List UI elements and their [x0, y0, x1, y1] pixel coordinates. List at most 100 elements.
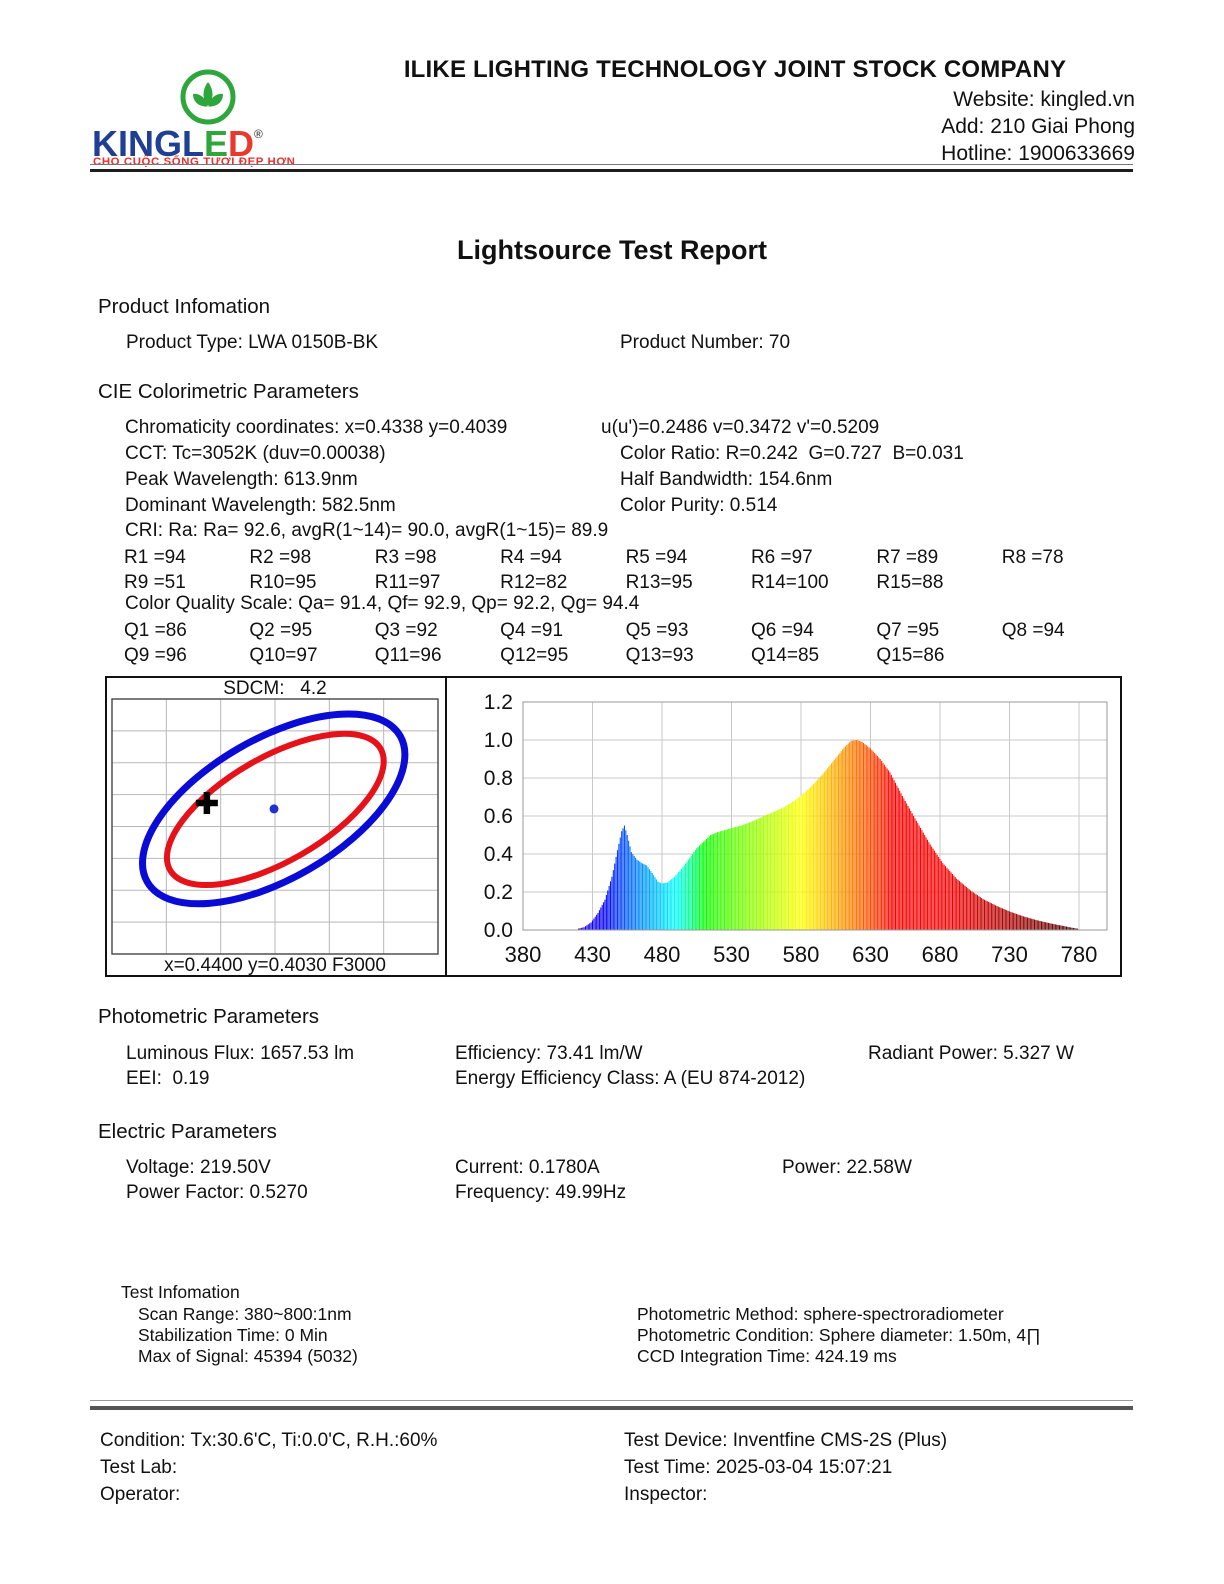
website-line: Website: kingled.vn — [953, 88, 1135, 111]
cri-r-value: R10=95 — [249, 572, 317, 593]
svg-text:680: 680 — [922, 942, 959, 967]
cri-r-value: R12=82 — [500, 572, 568, 593]
svg-text:480: 480 — [644, 942, 681, 967]
cqs-q-value: Q11=96 — [374, 645, 442, 666]
hotline-line: Hotline: 1900633669 — [941, 142, 1135, 165]
voltage-value: Voltage: 219.50V — [126, 1157, 271, 1178]
cqs-q-values-grid: Q1 =86 Q2 =95 Q3 =92 Q4 =91 Q5 =93 Q6 =94 Q7 =… — [124, 618, 1127, 668]
cqs-q-value: Q10=97 — [249, 645, 318, 666]
svg-text:630: 630 — [852, 942, 889, 967]
svg-text:1.2: 1.2 — [484, 691, 513, 714]
cri-r-value: R1 =94 — [124, 547, 186, 568]
scan-range-value: Scan Range: 380~800:1nm — [138, 1304, 352, 1324]
product-number-value: Product Number: 70 — [620, 332, 791, 353]
page-title: Lightsource Test Report — [456, 235, 768, 265]
header-divider — [90, 164, 1133, 172]
registered-trademark-icon: ® — [254, 127, 263, 141]
cqs-q-value: Q3 =92 — [374, 620, 438, 641]
test-lab-label: Test Lab: — [100, 1457, 178, 1478]
svg-text:730: 730 — [991, 942, 1028, 967]
cqs-q-value: Q14=85 — [750, 645, 820, 666]
brand-tagline: CHO CUỘC SỐNG TƯƠI ĐẸP HƠN — [93, 156, 296, 168]
svg-text:780: 780 — [1061, 942, 1098, 967]
sdcm-ellipse-chart: SDCM: 4.2 x=0.4400 y=0.4030 F3000 — [111, 678, 439, 975]
dominant-wavelength-value: Dominant Wavelength: 582.5nm — [125, 495, 396, 516]
cqs-summary-value: Color Quality Scale: Qa= 91.4, Qf= 92.9,… — [125, 593, 640, 614]
test-time-value: Test Time: 2025-03-04 15:07:21 — [624, 1457, 893, 1478]
cri-r-value: R3 =98 — [374, 547, 437, 568]
svg-text:430: 430 — [574, 942, 611, 967]
cqs-q-value: Q2 =95 — [249, 620, 313, 641]
test-device-value: Test Device: Inventfine CMS-2S (Plus) — [624, 1430, 948, 1451]
radiant-power-value: Radiant Power: 5.327 W — [868, 1043, 1074, 1064]
inspector-label: Inspector: — [624, 1484, 708, 1505]
company-name: ILIKE LIGHTING TECHNOLOGY JOINT STOCK CO… — [403, 56, 1067, 83]
svg-text:x=0.4400 y=0.4030 F3000: x=0.4400 y=0.4030 F3000 — [164, 955, 386, 975]
photometric-section-heading: Photometric Parameters — [98, 1005, 320, 1028]
sdcm-chart-panel: SDCM: 4.2 x=0.4400 y=0.4030 F3000 — [107, 678, 447, 975]
peak-wavelength-value: Peak Wavelength: 613.9nm — [125, 469, 358, 490]
brand-part-d: D — [228, 123, 255, 164]
uv-coordinates-value: u(u')=0.2486 v=0.3472 v'=0.5209 — [601, 417, 880, 438]
cri-r-value: R5 =94 — [625, 547, 688, 568]
electric-section-heading: Electric Parameters — [98, 1120, 277, 1143]
cri-r-values-grid: R1 =94 R2 =98 R3 =98 R4 =94 R5 =94 R6 =97 R7 =… — [124, 545, 1127, 595]
svg-text:530: 530 — [713, 942, 750, 967]
cri-summary-value: CRI: Ra: Ra= 92.6, avgR(1~14)= 90.0, avg… — [125, 520, 609, 541]
product-section-heading: Product Infomation — [98, 295, 271, 318]
svg-text:0.4: 0.4 — [484, 843, 514, 866]
frequency-value: Frequency: 49.99Hz — [455, 1182, 627, 1203]
lotus-icon — [180, 69, 236, 125]
power-value: Power: 22.58W — [782, 1157, 912, 1178]
cri-r-value: R14=100 — [750, 572, 829, 593]
svg-text:580: 580 — [783, 942, 820, 967]
svg-text:0.6: 0.6 — [484, 805, 513, 828]
product-type-value: Product Type: LWA 0150B-BK — [126, 332, 379, 353]
cri-r-value: R11=97 — [374, 572, 441, 593]
cqs-q-value: Q15=86 — [876, 645, 945, 666]
power-factor-value: Power Factor: 0.5270 — [126, 1182, 308, 1203]
chromaticity-coordinates-value: Chromaticity coordinates: x=0.4338 y=0.4… — [125, 417, 508, 438]
cie-section-heading: CIE Colorimetric Parameters — [98, 380, 359, 403]
eei-value: EEI: 0.19 — [126, 1068, 210, 1089]
cqs-q-value: Q1 =86 — [124, 620, 187, 641]
half-bandwidth-value: Half Bandwidth: 154.6nm — [620, 469, 833, 490]
cqs-q-value: Q7 =95 — [876, 620, 940, 641]
stabilization-time-value: Stabilization Time: 0 Min — [138, 1325, 328, 1345]
cct-value: CCT: Tc=3052K (duv=0.00038) — [125, 443, 386, 464]
cqs-q-value: Q13=93 — [625, 645, 694, 666]
operator-label: Operator: — [100, 1484, 181, 1505]
svg-text:SDCM: 4.2: SDCM: 4.2 — [223, 678, 326, 699]
cri-r-value: R9 =51 — [124, 572, 186, 593]
energy-efficiency-class-value: Energy Efficiency Class: A (EU 874-2012) — [455, 1068, 806, 1089]
luminous-flux-value: Luminous Flux: 1657.53 lm — [126, 1043, 355, 1064]
spectrum-chart-panel: 1.2 1.0 0.8 0.6 0.4 0.2 0.0 380 430 480 530 580 630 6… — [447, 678, 1124, 975]
cqs-q-value: Q12=95 — [500, 645, 569, 666]
svg-text:0.2: 0.2 — [484, 881, 513, 904]
cri-r-value: R6 =97 — [750, 547, 813, 568]
footer-divider — [90, 1400, 1133, 1410]
color-purity-value: Color Purity: 0.514 — [620, 495, 778, 516]
current-value: Current: 0.1780A — [455, 1157, 600, 1178]
photometric-condition-value: Photometric Condition: Sphere diameter: … — [637, 1325, 1041, 1345]
cqs-q-value: Q6 =94 — [750, 620, 814, 641]
cri-r-value: R7 =89 — [876, 547, 939, 568]
cqs-q-value: Q8 =94 — [1001, 620, 1065, 641]
brand-part-kingl: KINGL — [92, 123, 204, 164]
cri-r-value: R15=88 — [876, 572, 944, 593]
ccd-integration-time-value: CCD Integration Time: 424.19 ms — [637, 1346, 897, 1366]
cqs-q-value: Q4 =91 — [500, 620, 564, 641]
cri-r-value: R13=95 — [625, 572, 693, 593]
charts-panel: SDCM: 4.2 x=0.4400 y=0.4030 F3000 1.2 1.0 0… — [105, 676, 1122, 977]
photometric-method-value: Photometric Method: sphere-spectroradiom… — [637, 1304, 1004, 1324]
cqs-q-value: Q5 =93 — [625, 620, 689, 641]
efficiency-value: Efficiency: 73.41 lm/W — [455, 1043, 643, 1064]
svg-text:1.0: 1.0 — [484, 729, 513, 752]
cri-r-value: R2 =98 — [249, 547, 312, 568]
brand-wordmark: KINGLED® — [92, 116, 263, 162]
brand-part-e: E — [204, 123, 229, 164]
header-logo: KINGLED® CHO CUỘC SỐNG TƯƠI ĐẸP HƠN — [92, 69, 295, 170]
max-signal-value: Max of Signal: 45394 (5032) — [138, 1346, 358, 1366]
